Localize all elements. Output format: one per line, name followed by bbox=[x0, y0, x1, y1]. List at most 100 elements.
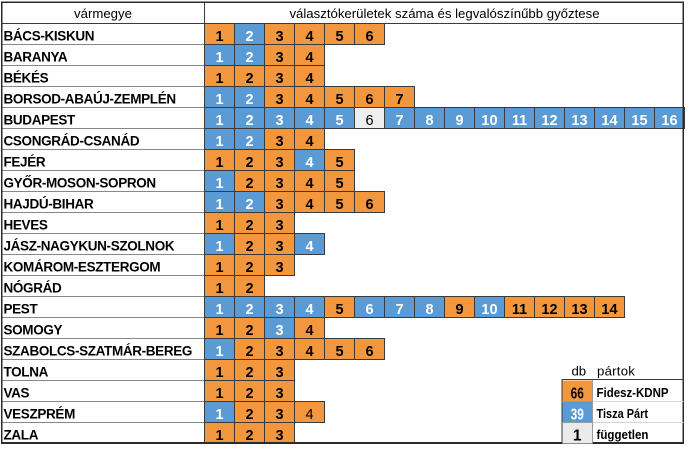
svg-text:66: 66 bbox=[571, 386, 584, 403]
svg-text:1: 1 bbox=[215, 176, 223, 192]
svg-text:4: 4 bbox=[305, 239, 313, 255]
svg-text:1: 1 bbox=[215, 344, 223, 360]
svg-text:CSONGRÁD-CSANÁD: CSONGRÁD-CSANÁD bbox=[4, 134, 140, 149]
svg-text:14: 14 bbox=[601, 302, 617, 318]
svg-text:3: 3 bbox=[275, 176, 283, 192]
svg-text:3: 3 bbox=[275, 134, 283, 150]
svg-text:1: 1 bbox=[215, 113, 223, 129]
svg-text:2: 2 bbox=[245, 218, 253, 234]
svg-text:4: 4 bbox=[305, 323, 313, 339]
svg-text:6: 6 bbox=[365, 197, 373, 213]
svg-text:4: 4 bbox=[305, 50, 313, 66]
svg-text:2: 2 bbox=[245, 365, 253, 381]
svg-text:2: 2 bbox=[245, 197, 253, 213]
svg-text:2: 2 bbox=[245, 176, 253, 192]
svg-text:1: 1 bbox=[215, 239, 223, 255]
svg-text:VAS: VAS bbox=[4, 386, 30, 401]
svg-text:4: 4 bbox=[305, 407, 313, 423]
svg-text:3: 3 bbox=[275, 239, 283, 255]
svg-text:SOMOGY: SOMOGY bbox=[4, 323, 63, 338]
svg-text:6: 6 bbox=[365, 29, 373, 45]
svg-text:8: 8 bbox=[425, 302, 433, 318]
svg-text:választókerületek száma és leg: választókerületek száma és legvalószínűb… bbox=[289, 6, 599, 21]
svg-text:7: 7 bbox=[395, 302, 403, 318]
svg-text:1: 1 bbox=[215, 428, 223, 444]
svg-text:2: 2 bbox=[245, 113, 253, 129]
svg-text:független: független bbox=[597, 427, 649, 442]
svg-text:3: 3 bbox=[275, 71, 283, 87]
svg-text:GYŐR-MOSON-SOPRON: GYŐR-MOSON-SOPRON bbox=[4, 176, 156, 191]
svg-text:2: 2 bbox=[245, 344, 253, 360]
svg-text:3: 3 bbox=[275, 113, 283, 129]
svg-text:5: 5 bbox=[335, 92, 343, 108]
svg-text:12: 12 bbox=[541, 113, 557, 129]
svg-text:SZABOLCS-SZATMÁR-BEREG: SZABOLCS-SZATMÁR-BEREG bbox=[4, 344, 193, 359]
svg-text:2: 2 bbox=[245, 134, 253, 150]
svg-text:2: 2 bbox=[245, 260, 253, 276]
svg-text:2: 2 bbox=[245, 281, 253, 297]
svg-text:4: 4 bbox=[305, 155, 313, 171]
svg-text:Fidesz-KDNP: Fidesz-KDNP bbox=[597, 385, 669, 400]
svg-text:1: 1 bbox=[215, 71, 223, 87]
svg-text:1: 1 bbox=[215, 155, 223, 171]
svg-text:Tisza Párt: Tisza Párt bbox=[597, 406, 649, 421]
svg-text:10: 10 bbox=[481, 302, 497, 318]
svg-text:2: 2 bbox=[245, 50, 253, 66]
svg-text:BORSOD-ABAÚJ-ZEMPLÉN: BORSOD-ABAÚJ-ZEMPLÉN bbox=[4, 92, 176, 107]
svg-text:BARANYA: BARANYA bbox=[4, 50, 68, 65]
svg-text:db: db bbox=[571, 364, 586, 379]
svg-text:3: 3 bbox=[275, 155, 283, 171]
svg-text:1: 1 bbox=[215, 197, 223, 213]
svg-text:3: 3 bbox=[275, 260, 283, 276]
svg-text:6: 6 bbox=[365, 113, 373, 129]
svg-text:1: 1 bbox=[215, 218, 223, 234]
svg-text:5: 5 bbox=[335, 155, 343, 171]
svg-text:2: 2 bbox=[245, 323, 253, 339]
svg-text:1: 1 bbox=[215, 365, 223, 381]
svg-text:3: 3 bbox=[275, 218, 283, 234]
svg-text:6: 6 bbox=[365, 302, 373, 318]
svg-text:2: 2 bbox=[245, 302, 253, 318]
svg-text:4: 4 bbox=[305, 29, 313, 45]
svg-text:1: 1 bbox=[215, 386, 223, 402]
svg-text:10: 10 bbox=[481, 113, 497, 129]
svg-text:PEST: PEST bbox=[4, 302, 39, 317]
svg-text:7: 7 bbox=[395, 113, 403, 129]
svg-text:4: 4 bbox=[305, 71, 313, 87]
svg-text:3: 3 bbox=[275, 323, 283, 339]
svg-text:1: 1 bbox=[215, 302, 223, 318]
svg-text:4: 4 bbox=[305, 176, 313, 192]
svg-text:16: 16 bbox=[661, 113, 677, 129]
svg-text:2: 2 bbox=[245, 155, 253, 171]
svg-text:39: 39 bbox=[571, 407, 584, 424]
svg-text:1: 1 bbox=[573, 428, 582, 445]
svg-text:NÓGRÁD: NÓGRÁD bbox=[4, 281, 62, 296]
svg-text:15: 15 bbox=[631, 113, 647, 129]
svg-text:JÁSZ-NAGYKUN-SZOLNOK: JÁSZ-NAGYKUN-SZOLNOK bbox=[4, 239, 175, 254]
svg-text:9: 9 bbox=[455, 302, 463, 318]
svg-text:11: 11 bbox=[512, 302, 527, 318]
svg-text:3: 3 bbox=[275, 302, 283, 318]
svg-text:TOLNA: TOLNA bbox=[4, 365, 49, 380]
svg-text:5: 5 bbox=[335, 176, 343, 192]
svg-text:3: 3 bbox=[275, 428, 283, 444]
svg-text:5: 5 bbox=[335, 29, 343, 45]
svg-text:1: 1 bbox=[215, 323, 223, 339]
svg-text:13: 13 bbox=[571, 302, 587, 318]
svg-text:4: 4 bbox=[305, 113, 313, 129]
svg-text:3: 3 bbox=[275, 407, 283, 423]
svg-text:ZALA: ZALA bbox=[4, 428, 39, 443]
svg-text:vármegye: vármegye bbox=[74, 6, 132, 21]
svg-text:3: 3 bbox=[275, 365, 283, 381]
svg-text:1: 1 bbox=[215, 260, 223, 276]
svg-text:3: 3 bbox=[275, 50, 283, 66]
svg-text:1: 1 bbox=[215, 134, 223, 150]
svg-text:1: 1 bbox=[215, 29, 223, 45]
svg-text:13: 13 bbox=[571, 113, 587, 129]
svg-text:2: 2 bbox=[245, 239, 253, 255]
svg-text:6: 6 bbox=[365, 344, 373, 360]
svg-text:4: 4 bbox=[305, 302, 313, 318]
svg-text:HAJDÚ-BIHAR: HAJDÚ-BIHAR bbox=[4, 197, 94, 212]
svg-text:3: 3 bbox=[275, 386, 283, 402]
svg-text:6: 6 bbox=[365, 92, 373, 108]
